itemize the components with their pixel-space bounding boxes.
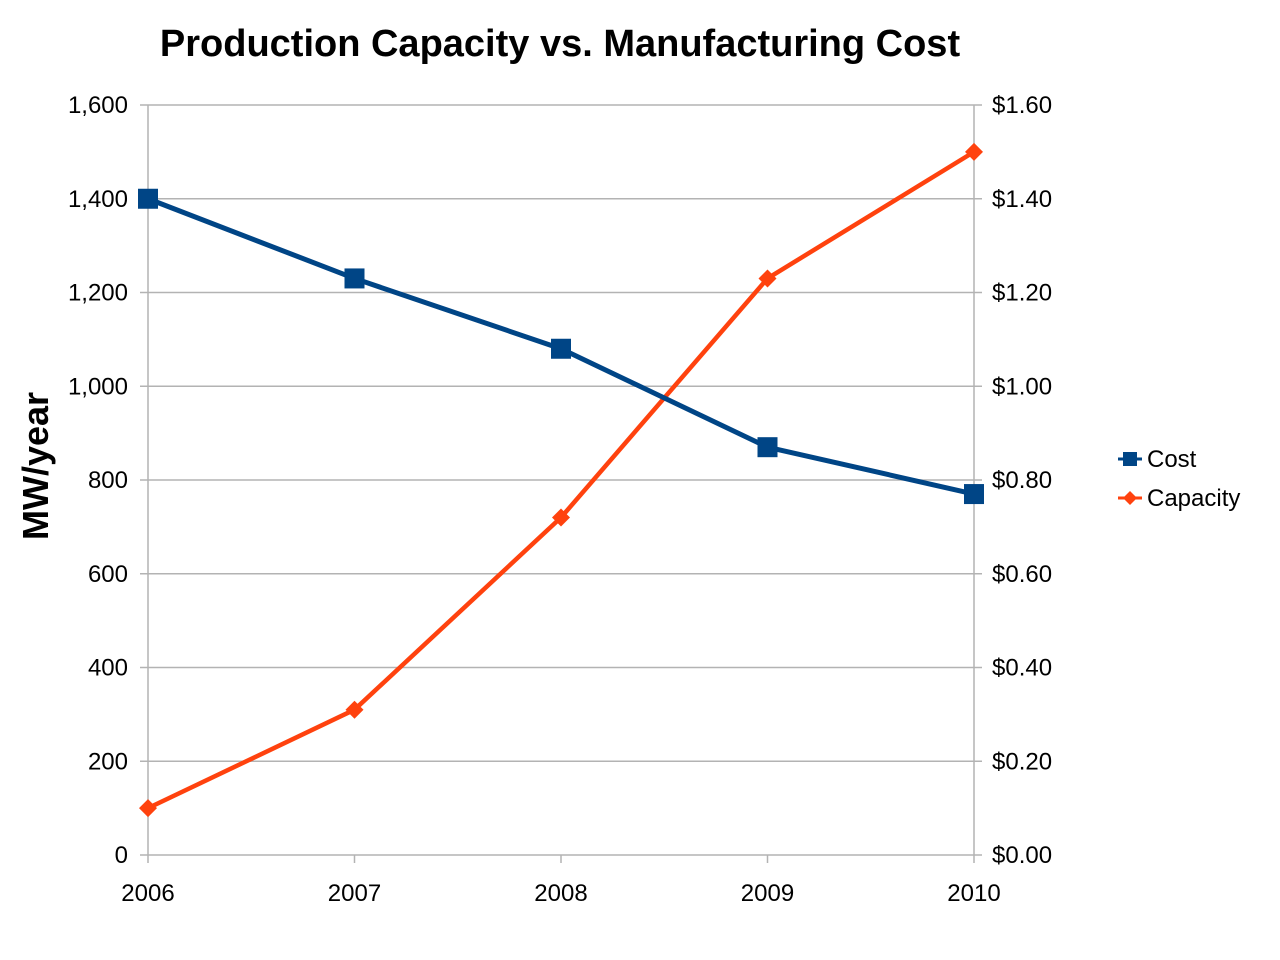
y-tick-label: 800 (88, 467, 128, 494)
y2-tick-label: $1.00 (992, 373, 1052, 400)
y-tick-label: 1,600 (68, 92, 128, 119)
axes (147, 105, 975, 863)
y-tick-label: 1,400 (68, 186, 128, 213)
tick-labels: 0 $0.00 200 $0.20 400 $0.40 600 $0.60 800 $0.80 1,… (68, 92, 1052, 907)
legend-marker-cost (1123, 452, 1137, 466)
x-tick-label: 2010 (947, 880, 1000, 907)
cost-point (138, 188, 158, 209)
grid (140, 104, 982, 856)
cost-point (964, 484, 984, 505)
series (138, 142, 984, 818)
y2-tick-label: $1.20 (992, 280, 1052, 307)
x-tick-label: 2006 (121, 880, 174, 907)
y2-tick-label: $1.40 (992, 186, 1052, 213)
cost-point (551, 338, 571, 359)
legend-marker-capacity (1123, 491, 1137, 505)
y2-tick-label: $0.20 (992, 748, 1052, 775)
y-tick-label: 1,200 (68, 280, 128, 307)
x-tick-label: 2008 (534, 880, 587, 907)
y2-tick-label: $0.40 (992, 655, 1052, 682)
x-tick-label: 2007 (328, 880, 381, 907)
legend: Cost Capacity (1118, 446, 1240, 512)
capacity-point (139, 799, 157, 818)
y-tick-label: 600 (88, 561, 128, 588)
y-tick-label: 200 (88, 748, 128, 775)
legend-label-cost: Cost (1147, 446, 1197, 473)
legend-item-cost: Cost (1118, 446, 1197, 473)
capacity-point (552, 508, 570, 527)
y-tick-label: 1,000 (68, 373, 128, 400)
y-tick-label: 400 (88, 655, 128, 682)
y-tick-label: 0 (115, 842, 128, 869)
legend-label-capacity: Capacity (1147, 485, 1240, 512)
capacity-point (345, 700, 364, 719)
y2-tick-label: $0.80 (992, 467, 1052, 494)
y2-tick-label: $0.60 (992, 561, 1052, 588)
cost-point (757, 437, 778, 458)
x-tick-label: 2009 (741, 880, 794, 907)
cost-point (344, 268, 365, 289)
y2-tick-label: $1.60 (992, 92, 1052, 119)
y2-tick-label: $0.00 (992, 842, 1052, 869)
y-axis-label: MW/year (15, 392, 56, 540)
legend-item-capacity: Capacity (1118, 485, 1240, 512)
capacity-point (758, 269, 777, 288)
chart-title: Production Capacity vs. Manufacturing Co… (160, 23, 961, 65)
capacity-point (965, 142, 983, 161)
